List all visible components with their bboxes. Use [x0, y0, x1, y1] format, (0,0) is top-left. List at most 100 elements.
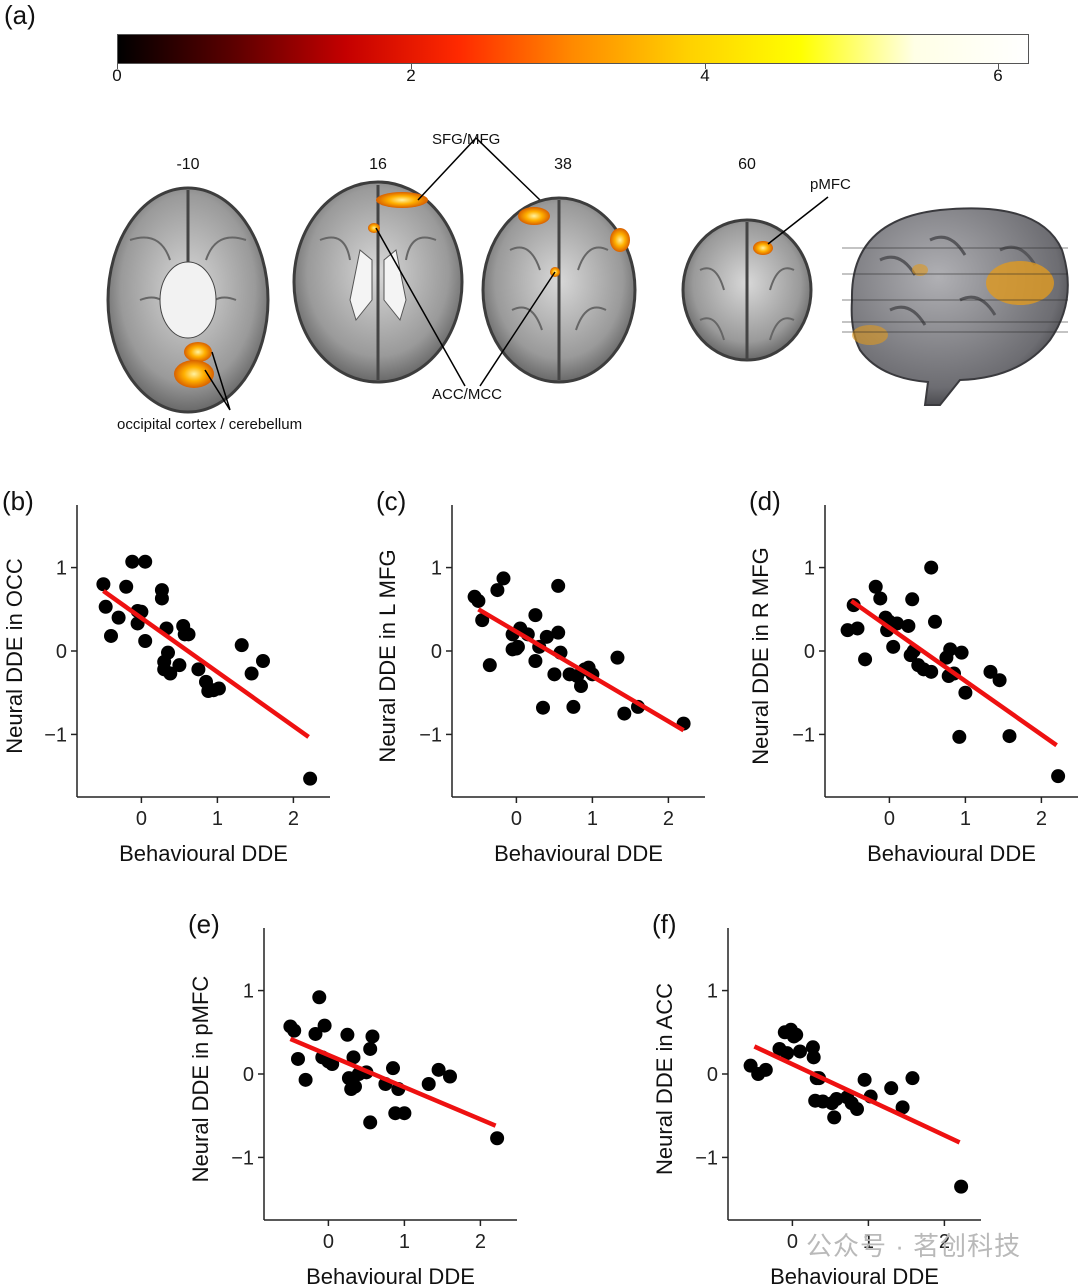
- chart-b-panel-label: (b): [2, 486, 34, 516]
- chart-c-data-point: [528, 608, 543, 623]
- chart-e-data-point: [363, 1041, 378, 1056]
- chart-b-data-point: [104, 628, 118, 643]
- chart-b-x-tick-label: 0: [136, 808, 147, 830]
- annotation-pmfc: pMFC: [810, 176, 851, 193]
- brain-slices-illustration: [106, 136, 1069, 414]
- chart-e-data-point: [287, 1023, 302, 1038]
- slice-label-60: 60: [738, 156, 756, 173]
- chart-c-data-point: [539, 629, 554, 644]
- chart-c-data-point: [482, 658, 497, 673]
- chart-b-data-point: [172, 658, 187, 673]
- chart-e-x-axis-label: Behavioural DDE: [306, 1264, 475, 1286]
- chart-d-data-point: [873, 591, 888, 606]
- chart-e-data-point: [317, 1018, 332, 1033]
- chart-d-data-point: [924, 664, 939, 679]
- chart-b-y-tick-label: 0: [56, 641, 67, 663]
- chart-b-data-point: [211, 681, 226, 696]
- chart-b-data-point: [244, 666, 259, 681]
- chart-f-x-tick-label: 1: [863, 1231, 874, 1253]
- chart-b-data-point: [138, 633, 153, 648]
- axial-slice-16: [292, 136, 541, 387]
- chart-e-data-point: [386, 1061, 400, 1076]
- chart-d-x-tick-label: 1: [960, 808, 971, 830]
- chart-e-regression-line: [289, 1036, 497, 1128]
- chart-d-data-point: [992, 673, 1007, 688]
- chart-c-data-point: [536, 700, 550, 715]
- chart-c-y-tick-label: −1: [419, 724, 442, 746]
- chart-f-data-point: [850, 1102, 864, 1117]
- chart-d-y-tick-label: 0: [804, 641, 815, 663]
- chart-f-data-point: [793, 1044, 807, 1059]
- chart-f-y-tick-label: 1: [707, 981, 718, 1003]
- chart-c-y-tick-label: 0: [431, 641, 442, 663]
- chart-f-data-point: [884, 1081, 899, 1096]
- chart-d-data-point: [905, 592, 920, 607]
- chart-c-data-point: [610, 650, 625, 665]
- chart-c-data-point: [475, 613, 490, 628]
- chart-c-x-axis-label: Behavioural DDE: [494, 841, 663, 866]
- activation-blob: [986, 261, 1054, 305]
- chart-e-data-point: [346, 1050, 361, 1065]
- chart-d-data-point: [886, 639, 901, 654]
- chart-e-x-tick-label: 2: [475, 1231, 486, 1253]
- chart-c-data-point: [496, 571, 511, 586]
- chart-f-data-point: [827, 1110, 842, 1125]
- chart-e-y-tick-label: −1: [231, 1147, 254, 1169]
- colorbar-tick-2: 2: [406, 66, 416, 85]
- chart-c-data-point: [510, 639, 525, 654]
- chart-d-regression-line: [850, 599, 1058, 748]
- chart-e-data-point: [308, 1026, 323, 1041]
- chart-f-x-tick-label: 0: [787, 1231, 798, 1253]
- activation-blob: [518, 207, 550, 225]
- chart-d-y-tick-label: 1: [804, 558, 815, 580]
- chart-f-data-point: [857, 1072, 872, 1087]
- chart-d-data-point: [850, 621, 865, 636]
- chart-d-data-point: [924, 560, 939, 575]
- chart-d-y-axis-label: Neural DDE in R MFG: [748, 547, 773, 765]
- chart-e-data-point: [298, 1072, 313, 1087]
- chart-d-data-point: [983, 664, 998, 679]
- chart-d-data-point: [890, 616, 904, 631]
- chart-e-data-point: [340, 1027, 355, 1042]
- chart-e-data-point: [365, 1029, 380, 1044]
- chart-f-data-point: [805, 1040, 820, 1055]
- chart-f-data-point: [780, 1046, 795, 1061]
- chart-b-data-point: [125, 554, 140, 569]
- chart-e-data-point: [490, 1131, 505, 1146]
- annotation-sfg-mfg: SFG/MFG: [432, 131, 501, 148]
- chart-e-x-tick-label: 0: [323, 1231, 334, 1253]
- chart-e-y-tick-label: 0: [243, 1064, 254, 1086]
- chart-c-data-point: [551, 578, 566, 593]
- chart-c-y-axis-label: Neural DDE in L MFG: [375, 549, 400, 762]
- chart-b-regression-line: [102, 589, 310, 739]
- activation-blob: [376, 192, 428, 208]
- chart-e-data-point: [363, 1115, 378, 1130]
- chart-d-data-point: [958, 685, 973, 700]
- chart-c-data-point: [547, 667, 562, 682]
- chart-d-y-tick-label: −1: [792, 724, 815, 746]
- chart-b-x-tick-label: 2: [288, 808, 299, 830]
- chart-f-panel-label: (f): [652, 909, 677, 939]
- chart-d-data-point: [928, 614, 942, 629]
- chart-d-x-tick-label: 2: [1036, 808, 1047, 830]
- chart-e-panel-label: (e): [188, 909, 220, 939]
- chart-b-x-tick-label: 1: [212, 808, 223, 830]
- activation-blob: [852, 325, 888, 345]
- chart-d-panel-label: (d): [749, 486, 781, 516]
- annotation-acc-mcc: ACC/MCC: [432, 386, 502, 403]
- chart-f-data-point: [954, 1179, 969, 1194]
- chart-e-data-point: [348, 1079, 362, 1094]
- chart-f-data-point: [758, 1062, 773, 1077]
- colorbar-tick-6: 6: [993, 66, 1003, 85]
- chart-f-x-tick-label: 2: [939, 1231, 950, 1253]
- chart-f-data-point: [806, 1050, 821, 1065]
- chart-c-data-point: [490, 583, 505, 598]
- axial-slice-60: [681, 196, 829, 362]
- chart-c-x-tick-label: 1: [587, 808, 598, 830]
- chart-b-x-axis-label: Behavioural DDE: [119, 841, 288, 866]
- chart-b-data-point: [138, 554, 153, 569]
- chart-b-data-point: [191, 662, 206, 677]
- activation-blob: [174, 360, 214, 388]
- chart-c-data-point: [528, 654, 543, 669]
- chart-b-data-point: [98, 599, 113, 614]
